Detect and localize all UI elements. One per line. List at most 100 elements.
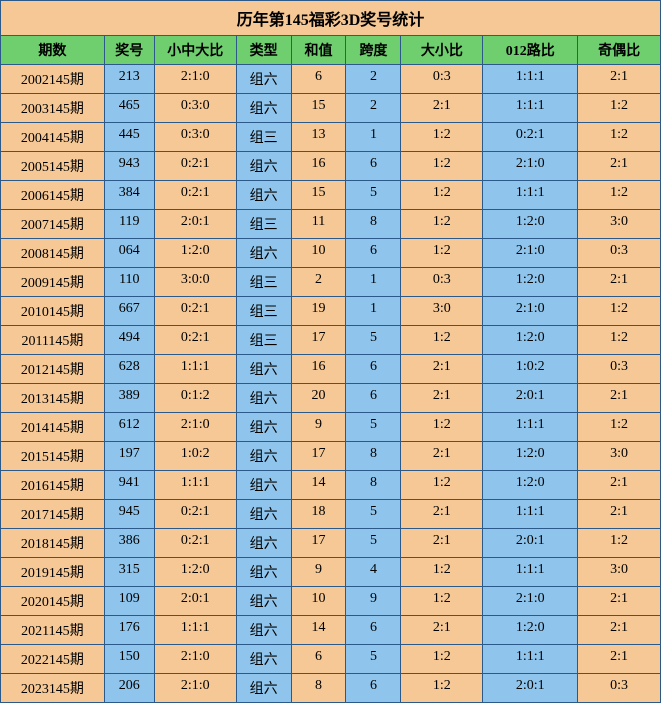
table-row: 2018145期3860:2:1组六1752:12:0:11:2 xyxy=(1,529,660,558)
header-cell: 奇偶比 xyxy=(578,36,660,64)
table-cell: 2:1:0 xyxy=(483,239,578,267)
table-cell: 1 xyxy=(346,297,401,325)
table-cell: 1:1:1 xyxy=(483,500,578,528)
table-cell: 2011145期 xyxy=(1,326,105,354)
table-cell: 1:0:2 xyxy=(155,442,237,470)
table-row: 2003145期4650:3:0组六1522:11:1:11:2 xyxy=(1,94,660,123)
table-cell: 386 xyxy=(105,529,155,557)
table-cell: 1:2 xyxy=(401,239,483,267)
table-cell: 2013145期 xyxy=(1,384,105,412)
table-cell: 2:1:0 xyxy=(483,587,578,615)
table-cell: 1:1:1 xyxy=(483,413,578,441)
table-cell: 2:1:0 xyxy=(483,297,578,325)
table-cell: 0:2:1 xyxy=(155,297,237,325)
table-cell: 1:1:1 xyxy=(155,471,237,499)
table-cell: 1:2 xyxy=(578,94,660,122)
table-cell: 1:2 xyxy=(401,674,483,702)
table-cell: 2:1 xyxy=(401,529,483,557)
table-cell: 8 xyxy=(292,674,347,702)
table-cell: 组六 xyxy=(237,355,292,383)
table-row: 2017145期9450:2:1组六1852:11:1:12:1 xyxy=(1,500,660,529)
table-cell: 组六 xyxy=(237,413,292,441)
table-row: 2007145期1192:0:1组三1181:21:2:03:0 xyxy=(1,210,660,239)
table-cell: 5 xyxy=(346,181,401,209)
table-cell: 494 xyxy=(105,326,155,354)
table-cell: 389 xyxy=(105,384,155,412)
table-row: 2021145期1761:1:1组六1462:11:2:02:1 xyxy=(1,616,660,645)
table-cell: 2010145期 xyxy=(1,297,105,325)
table-cell: 2:0:1 xyxy=(155,210,237,238)
table-cell: 6 xyxy=(292,645,347,673)
table-cell: 064 xyxy=(105,239,155,267)
table-cell: 1:1:1 xyxy=(483,94,578,122)
table-cell: 1 xyxy=(346,268,401,296)
table-cell: 5 xyxy=(346,500,401,528)
table-cell: 2006145期 xyxy=(1,181,105,209)
table-cell: 组三 xyxy=(237,268,292,296)
table-cell: 11 xyxy=(292,210,347,238)
table-cell: 1:1:1 xyxy=(155,616,237,644)
table-row: 2019145期3151:2:0组六941:21:1:13:0 xyxy=(1,558,660,587)
table-cell: 组六 xyxy=(237,239,292,267)
table-row: 2016145期9411:1:1组六1481:21:2:02:1 xyxy=(1,471,660,500)
table-row: 2013145期3890:1:2组六2062:12:0:12:1 xyxy=(1,384,660,413)
table-cell: 176 xyxy=(105,616,155,644)
table-cell: 0:3 xyxy=(578,355,660,383)
table-cell: 0:3 xyxy=(401,268,483,296)
table-cell: 6 xyxy=(346,616,401,644)
table-cell: 2:1:0 xyxy=(155,645,237,673)
table-cell: 2023145期 xyxy=(1,674,105,702)
table-cell: 1:2 xyxy=(401,558,483,586)
table-cell: 17 xyxy=(292,326,347,354)
table-cell: 1:2 xyxy=(401,413,483,441)
table-cell: 2:1 xyxy=(578,587,660,615)
table-cell: 2:1:0 xyxy=(155,65,237,93)
table-cell: 6 xyxy=(292,65,347,93)
table-row: 2023145期2062:1:0组六861:22:0:10:3 xyxy=(1,674,660,702)
table-cell: 5 xyxy=(346,413,401,441)
table-cell: 5 xyxy=(346,326,401,354)
table-cell: 0:2:1 xyxy=(155,152,237,180)
table-cell: 1:1:1 xyxy=(483,181,578,209)
table-cell: 组六 xyxy=(237,587,292,615)
table-cell: 0:2:1 xyxy=(155,181,237,209)
table-cell: 1:2 xyxy=(578,123,660,151)
table-cell: 2 xyxy=(346,65,401,93)
table-cell: 1:2:0 xyxy=(483,471,578,499)
table-cell: 1:2 xyxy=(401,645,483,673)
table-cell: 16 xyxy=(292,355,347,383)
table-cell: 17 xyxy=(292,442,347,470)
table-cell: 2:1 xyxy=(578,384,660,412)
table-cell: 667 xyxy=(105,297,155,325)
table-cell: 2 xyxy=(292,268,347,296)
table-cell: 0:2:1 xyxy=(155,326,237,354)
table-cell: 8 xyxy=(346,210,401,238)
table-cell: 1:2:0 xyxy=(483,442,578,470)
table-cell: 组六 xyxy=(237,152,292,180)
table-cell: 组六 xyxy=(237,616,292,644)
table-cell: 945 xyxy=(105,500,155,528)
table-cell: 6 xyxy=(346,674,401,702)
table-cell: 2003145期 xyxy=(1,94,105,122)
table-cell: 2:1 xyxy=(401,94,483,122)
table-cell: 1:2 xyxy=(401,152,483,180)
table-row: 2010145期6670:2:1组三1913:02:1:01:2 xyxy=(1,297,660,326)
table-cell: 943 xyxy=(105,152,155,180)
table-cell: 组三 xyxy=(237,326,292,354)
table-header-row: 期数奖号小中大比类型和值跨度大小比012路比奇偶比 xyxy=(1,36,660,65)
table-row: 2006145期3840:2:1组六1551:21:1:11:2 xyxy=(1,181,660,210)
table-cell: 628 xyxy=(105,355,155,383)
table-cell: 2008145期 xyxy=(1,239,105,267)
table-cell: 384 xyxy=(105,181,155,209)
table-cell: 组六 xyxy=(237,558,292,586)
table-cell: 组六 xyxy=(237,500,292,528)
table-cell: 2:0:1 xyxy=(483,529,578,557)
table-cell: 1 xyxy=(346,123,401,151)
table-cell: 2:1 xyxy=(401,616,483,644)
table-cell: 6 xyxy=(346,384,401,412)
table-cell: 8 xyxy=(346,471,401,499)
table-cell: 5 xyxy=(346,529,401,557)
table-cell: 1:0:2 xyxy=(483,355,578,383)
table-cell: 10 xyxy=(292,239,347,267)
table-cell: 1:2:0 xyxy=(483,268,578,296)
